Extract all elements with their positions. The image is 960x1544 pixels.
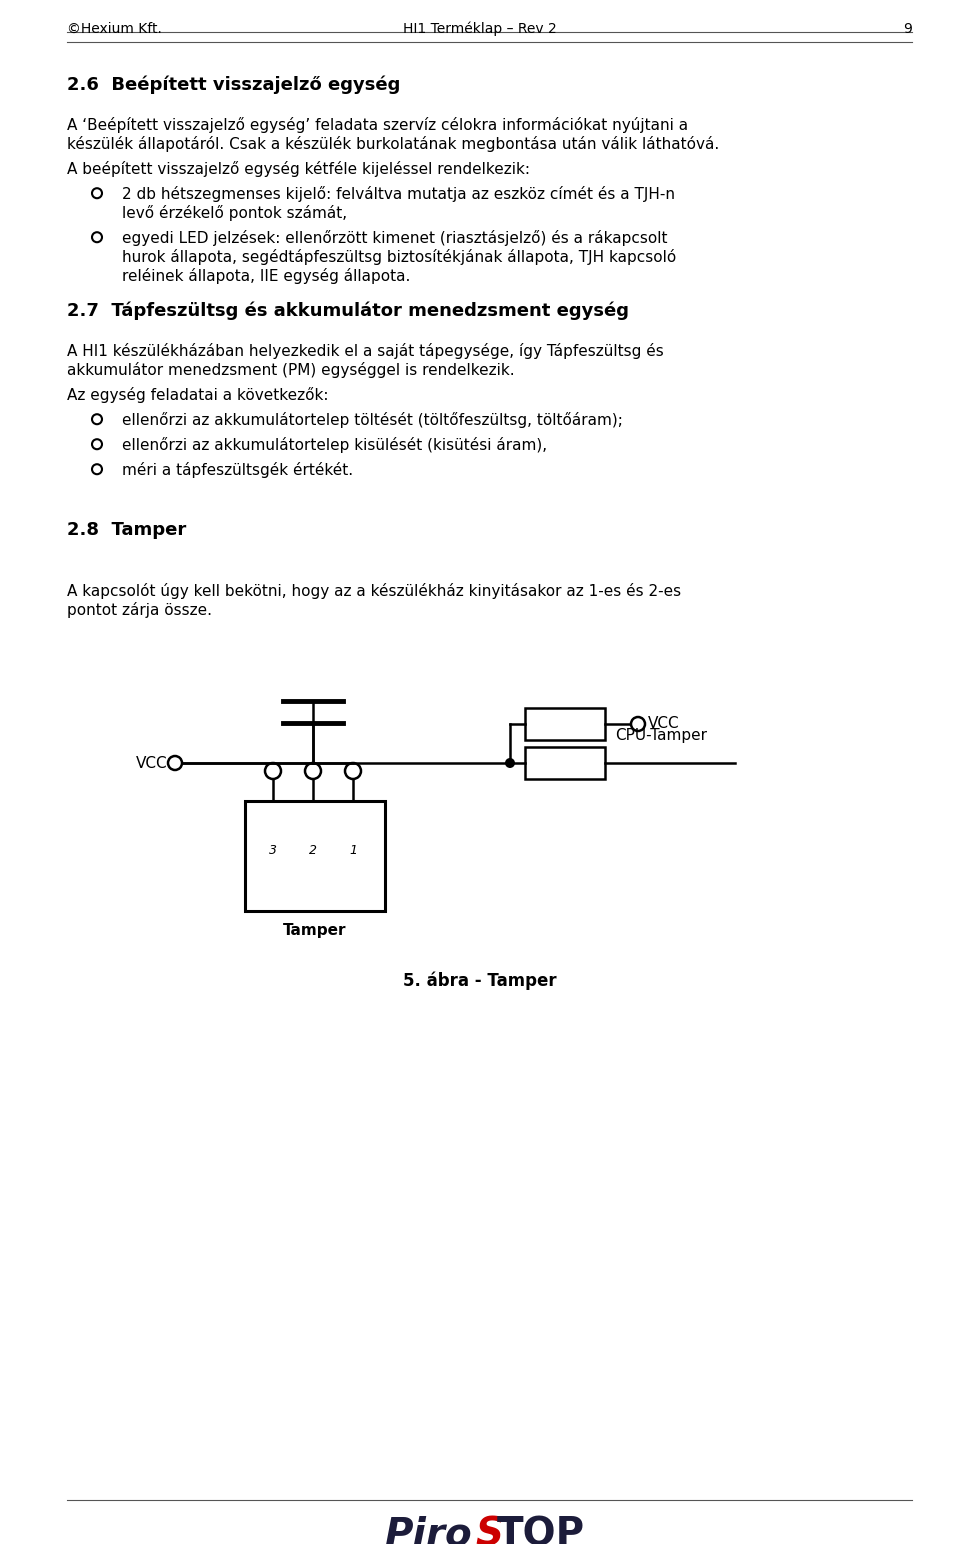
Text: VCC: VCC xyxy=(648,716,680,732)
Circle shape xyxy=(305,763,321,780)
Circle shape xyxy=(505,758,515,767)
Text: akkumulátor menedzsment (PM) egységgel is rendelkezik.: akkumulátor menedzsment (PM) egységgel i… xyxy=(67,361,515,378)
Text: ©Hexium Kft.: ©Hexium Kft. xyxy=(67,22,162,36)
Text: A ‘Beépített visszajelző egység’ feladata szervíz célokra információkat nyújtani: A ‘Beépített visszajelző egység’ feladat… xyxy=(67,117,688,133)
Text: méri a tápfeszültsgék értékét.: méri a tápfeszültsgék értékét. xyxy=(122,462,353,479)
Circle shape xyxy=(92,414,102,425)
Text: A kapcsolót úgy kell bekötni, hogy az a készülékház kinyitásakor az 1-es és 2-es: A kapcsolót úgy kell bekötni, hogy az a … xyxy=(67,584,682,599)
Text: 3: 3 xyxy=(269,845,277,857)
Circle shape xyxy=(92,465,102,474)
Text: 9: 9 xyxy=(903,22,912,36)
Text: CPU-Tamper: CPU-Tamper xyxy=(615,729,707,743)
Text: ellenőrzi az akkumulátortelep kisülését (kisütési áram),: ellenőrzi az akkumulátortelep kisülését … xyxy=(122,437,547,452)
Text: levő érzékelő pontok számát,: levő érzékelő pontok számát, xyxy=(122,205,348,221)
Circle shape xyxy=(631,716,645,730)
Text: Tamper: Tamper xyxy=(283,923,347,939)
Text: 2.7  Tápfeszültsg és akkumulátor menedzsment egység: 2.7 Tápfeszültsg és akkumulátor menedzsm… xyxy=(67,301,629,320)
Text: A HI1 készülékházában helyezkedik el a saját tápegysége, így Tápfeszültsg és: A HI1 készülékházában helyezkedik el a s… xyxy=(67,343,663,360)
Circle shape xyxy=(265,763,281,780)
Bar xyxy=(525,747,605,780)
Circle shape xyxy=(345,763,361,780)
Circle shape xyxy=(92,232,102,242)
Text: VCC: VCC xyxy=(135,755,167,770)
Text: ellenőrzi az akkumulátortelep töltését (töltőfeszültsg, töltőáram);: ellenőrzi az akkumulátortelep töltését (… xyxy=(122,412,623,428)
Text: készülék állapotáról. Csak a készülék burkolatának megbontása után válik látható: készülék állapotáról. Csak a készülék bu… xyxy=(67,136,719,151)
Circle shape xyxy=(92,438,102,449)
Bar xyxy=(245,801,385,911)
Circle shape xyxy=(168,757,182,770)
Text: 2 db hétszegmenses kijelő: felváltva mutatja az eszköz címét és a TJH-n: 2 db hétszegmenses kijelő: felváltva mut… xyxy=(122,185,675,202)
Text: pontot zárja össze.: pontot zárja össze. xyxy=(67,602,212,618)
Text: 5. ábra - Tamper: 5. ábra - Tamper xyxy=(403,971,557,990)
Text: 2.8  Tamper: 2.8 Tamper xyxy=(67,520,186,539)
Text: 1: 1 xyxy=(349,845,357,857)
Bar xyxy=(525,709,605,740)
Text: hurok állapota, segédtápfeszültsg biztosítékjának állapota, TJH kapcsoló: hurok állapota, segédtápfeszültsg biztos… xyxy=(122,249,676,266)
Text: Az egység feladatai a következők:: Az egység feladatai a következők: xyxy=(67,388,328,403)
Text: HI1 Terméklap – Rev 2: HI1 Terméklap – Rev 2 xyxy=(403,22,557,37)
Text: egyedi LED jelzések: ellenőrzött kimenet (riasztásjelző) és a rákapcsolt: egyedi LED jelzések: ellenőrzött kimenet… xyxy=(122,230,667,245)
Text: Piro: Piro xyxy=(384,1515,472,1544)
Text: TOP: TOP xyxy=(497,1515,586,1544)
Text: 2: 2 xyxy=(309,845,317,857)
Circle shape xyxy=(92,188,102,198)
Text: S: S xyxy=(475,1515,503,1544)
Text: reléinek állapota, IIE egység állapota.: reléinek állapota, IIE egység állapota. xyxy=(122,269,410,284)
Text: 2.6  Beépített visszajelző egység: 2.6 Beépített visszajelző egység xyxy=(67,76,400,94)
Text: A beépített visszajelző egység kétféle kijeléssel rendelkezik:: A beépített visszajelző egység kétféle k… xyxy=(67,161,530,178)
